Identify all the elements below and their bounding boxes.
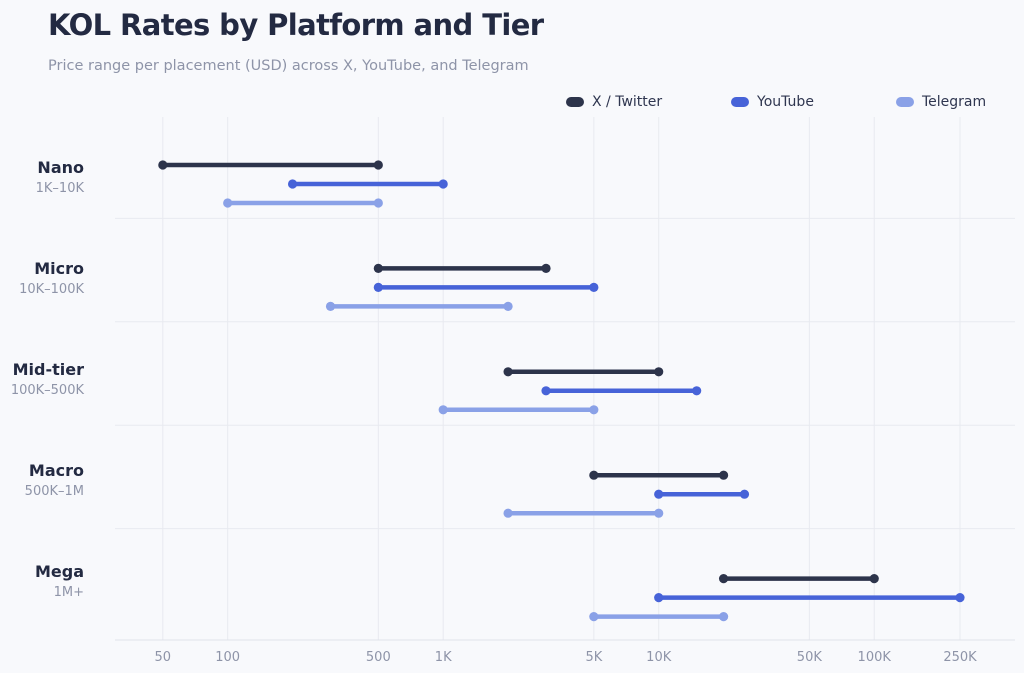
range-max-dot-mid-tier-youtube xyxy=(692,386,702,396)
range-min-dot-mid-tier-youtube xyxy=(541,386,551,396)
tier-sub-mega: 1M+ xyxy=(53,585,84,600)
tier-sub-micro: 10K–100K xyxy=(19,282,84,297)
range-min-dot-micro-youtube xyxy=(373,282,383,292)
tick-label-500: 500 xyxy=(366,650,391,665)
range-min-dot-micro-x-twitter xyxy=(373,263,383,273)
range-min-dot-mid-tier-telegram xyxy=(438,405,448,415)
legend-swatch-telegram xyxy=(896,97,914,107)
legend-label-youtube: YouTube xyxy=(757,94,814,110)
tick-label-10k: 10K xyxy=(646,650,672,665)
tier-sub-macro: 500K–1M xyxy=(24,484,84,499)
range-max-dot-macro-x-twitter xyxy=(718,470,729,480)
range-min-dot-macro-youtube xyxy=(654,489,664,499)
range-min-dot-macro-x-twitter xyxy=(589,470,599,480)
range-min-dot-micro-telegram xyxy=(325,301,336,311)
legend-swatch-x-twitter xyxy=(566,97,584,107)
tick-label-50k: 50K xyxy=(797,650,823,665)
chart-title: KOL Rates by Platform and Tier xyxy=(48,8,544,42)
tier-label-nano: Nano xyxy=(37,158,84,177)
legend-label-telegram: Telegram xyxy=(922,94,987,110)
range-max-dot-micro-youtube xyxy=(589,282,599,292)
range-min-dot-mega-x-twitter xyxy=(718,574,729,584)
range-min-dot-mid-tier-x-twitter xyxy=(503,367,513,377)
legend-swatch-youtube xyxy=(731,97,749,107)
range-max-dot-mega-x-twitter xyxy=(869,574,879,584)
range-min-dot-mega-telegram xyxy=(589,612,599,622)
tick-label-5k: 5K xyxy=(585,650,602,665)
tick-label-1k: 1K xyxy=(435,650,452,665)
range-min-dot-mega-youtube xyxy=(654,593,664,603)
tier-label-mid-tier: Mid-tier xyxy=(12,360,84,379)
legend-item-x-twitter: X / Twitter xyxy=(566,92,662,112)
tier-sub-mid-tier: 100K–500K xyxy=(10,383,84,398)
range-min-dot-nano-telegram xyxy=(223,198,233,208)
range-max-dot-macro-youtube xyxy=(739,489,750,499)
range-max-dot-macro-telegram xyxy=(654,508,664,518)
tier-label-macro: Macro xyxy=(28,461,84,480)
range-max-dot-mega-telegram xyxy=(718,612,729,622)
tick-label-250k: 250K xyxy=(943,650,977,665)
range-max-dot-mid-tier-x-twitter xyxy=(654,367,664,377)
range-max-dot-nano-telegram xyxy=(373,198,383,208)
range-min-dot-nano-youtube xyxy=(287,179,298,189)
tick-label-100k: 100K xyxy=(858,650,892,665)
range-max-dot-mega-youtube xyxy=(955,593,965,603)
legend-label-x-twitter: X / Twitter xyxy=(592,94,663,110)
range-max-dot-micro-x-twitter xyxy=(541,263,551,273)
tick-label-100: 100 xyxy=(215,650,240,665)
legend-item-telegram: Telegram xyxy=(896,92,986,112)
range-max-dot-nano-youtube xyxy=(438,179,448,189)
tier-sub-nano: 1K–10K xyxy=(35,181,84,196)
tier-label-mega: Mega xyxy=(34,562,84,581)
range-max-dot-micro-telegram xyxy=(503,301,513,311)
chart-subtitle: Price range per placement (USD) across X… xyxy=(48,58,529,74)
range-min-dot-nano-x-twitter xyxy=(158,160,168,170)
legend-item-youtube: YouTube xyxy=(731,92,814,112)
range-max-dot-mid-tier-telegram xyxy=(589,405,599,415)
range-max-dot-nano-x-twitter xyxy=(373,160,383,170)
tier-label-micro: Micro xyxy=(34,259,84,278)
range-min-dot-macro-telegram xyxy=(503,508,513,518)
tick-label-50: 50 xyxy=(155,650,172,665)
